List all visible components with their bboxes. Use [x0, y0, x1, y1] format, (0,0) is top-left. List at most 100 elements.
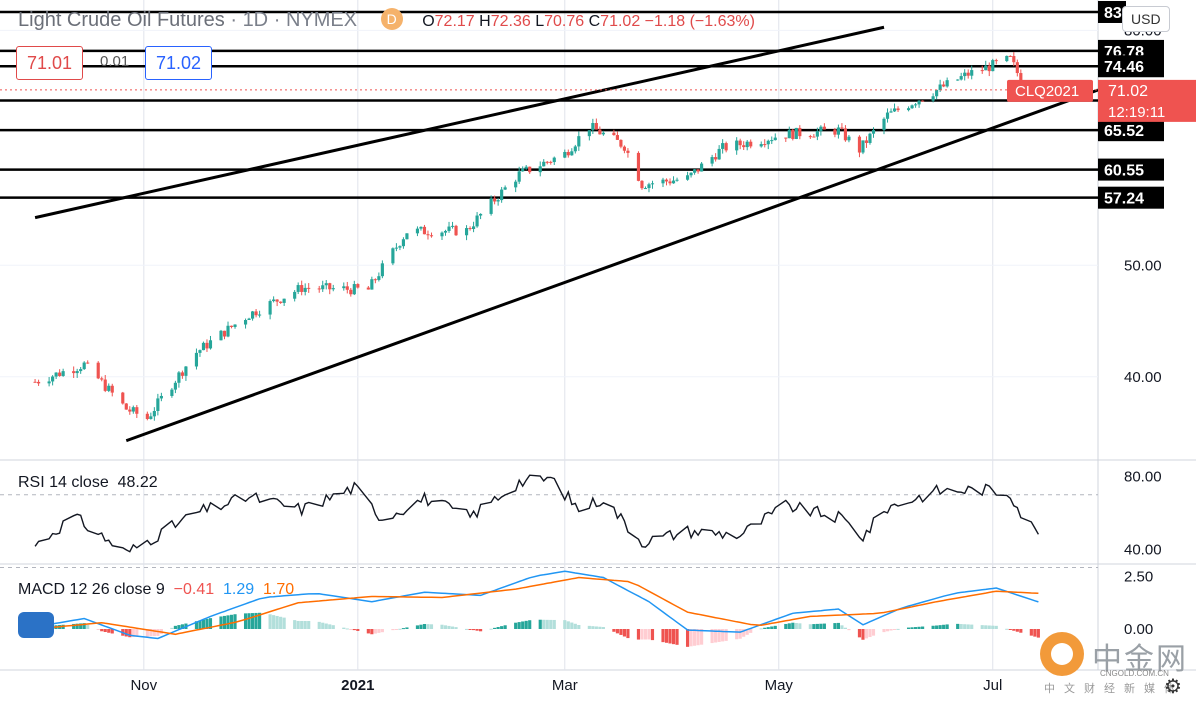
macd-histogram-bar: [994, 625, 998, 629]
candle-body: [429, 235, 434, 237]
macd-histogram-bar: [349, 629, 353, 630]
x-tick-label: May: [765, 677, 794, 694]
macd-histogram-bar: [693, 629, 697, 646]
x-tick-label: 2021: [341, 677, 374, 694]
macd-histogram-bar: [356, 629, 360, 631]
macd-histogram-bar: [107, 629, 111, 633]
macd-histogram-bar: [75, 623, 79, 629]
candle-body: [822, 126, 826, 130]
macd-histogram-bar: [636, 629, 641, 640]
candle-body: [843, 128, 848, 141]
candle-body: [598, 129, 602, 135]
macd-histogram-bar: [956, 623, 960, 629]
currency-button[interactable]: USD: [1122, 6, 1170, 32]
macd-histogram-bar: [528, 620, 532, 629]
macd-histogram-bar: [552, 619, 556, 629]
macd-histogram-bar: [685, 629, 690, 647]
candle-body: [636, 152, 641, 181]
candle-body: [956, 79, 960, 81]
macd-histogram-bar: [321, 622, 325, 629]
macd-histogram-bar: [517, 622, 521, 629]
candle-body: [208, 340, 213, 349]
bid-price[interactable]: 71.01: [16, 46, 84, 80]
candle-body: [864, 140, 869, 143]
candle-body: [401, 239, 405, 247]
macd-histogram-bar: [689, 629, 693, 647]
candle-body: [671, 180, 676, 184]
macd-histogram-bar: [745, 629, 749, 635]
macd-histogram-bar: [896, 628, 900, 630]
candle-body: [840, 127, 844, 129]
macd-histogram-bar: [598, 626, 602, 629]
low-value: 70.76: [544, 13, 585, 30]
candle-body: [496, 200, 500, 202]
candle-body: [293, 291, 297, 299]
ohlc-values: O72.17 H72.36 L70.76 C71.02 −1.18 (−1.63…: [422, 13, 755, 30]
candle-body: [868, 133, 872, 143]
candle-body: [391, 248, 395, 264]
candle-body: [847, 136, 851, 141]
candle-body: [47, 381, 51, 384]
macd-histogram-bar: [226, 615, 230, 629]
macd-histogram-bar: [587, 625, 591, 629]
candle-body: [493, 198, 497, 202]
candle-body: [377, 276, 381, 280]
candle-body: [714, 157, 718, 160]
candle-body: [405, 233, 409, 240]
macd-histogram-bar: [570, 622, 574, 629]
candle-body: [124, 403, 128, 410]
candle-body: [798, 127, 802, 137]
candle-body: [773, 137, 777, 141]
candle-body: [721, 143, 725, 149]
macd-histogram-bar: [254, 612, 258, 629]
header-separator-2: ·: [273, 9, 281, 31]
candle-body: [356, 284, 360, 288]
macd-histogram-bar: [766, 627, 770, 629]
macd-histogram-bar: [201, 619, 206, 629]
macd-histogram-bar: [170, 627, 174, 629]
candle-body: [201, 342, 206, 351]
candle-body: [96, 362, 100, 379]
symbol-label-bg: [1007, 79, 1093, 102]
ask-price[interactable]: 71.02: [145, 46, 213, 80]
watermark-subtitle: 中文财经新媒体: [1044, 683, 1184, 695]
macd-histogram-bar: [149, 629, 153, 637]
candle-body: [296, 285, 300, 292]
candle-body: [1008, 55, 1012, 57]
candle-body: [514, 181, 518, 188]
candle-body: [1012, 56, 1016, 63]
macd-histogram-bar: [1036, 629, 1040, 638]
delayed-badge[interactable]: D: [380, 8, 403, 30]
candle-body: [145, 413, 149, 419]
macd-histogram-bar: [812, 624, 816, 629]
macd-histogram-bar: [173, 625, 177, 629]
macd-histogram-bar: [700, 629, 704, 645]
candle-body: [871, 129, 876, 134]
candle-body: [366, 287, 370, 290]
candle-body: [935, 89, 939, 97]
macd-histogram-bar: [250, 613, 255, 629]
macd-histogram-bar: [914, 627, 918, 629]
macd-histogram-bar: [524, 620, 528, 629]
candle-body: [542, 161, 546, 167]
candle-body: [545, 161, 549, 163]
horizontal-level-label-bg: [1098, 119, 1164, 142]
macd-histogram-bar: [808, 624, 812, 629]
rsi-tick-label: 40.00: [1124, 541, 1162, 558]
macd-line: [34, 570, 1039, 640]
macd-histogram-bar: [373, 629, 377, 634]
interval-label[interactable]: 1D: [242, 9, 269, 31]
candle-body: [226, 325, 230, 337]
candle-body: [917, 100, 921, 105]
macd-histogram-bar: [300, 620, 304, 629]
macd-histogram-bar: [275, 615, 279, 629]
x-tick-label: Nov: [130, 677, 157, 694]
candle-body: [921, 100, 925, 102]
macd-histogram-bar: [970, 624, 974, 629]
candle-body: [742, 145, 746, 148]
macd-histogram-bar: [493, 627, 497, 629]
macd-histogram-bar: [471, 629, 476, 631]
gear-icon[interactable]: ⚙: [1164, 676, 1182, 698]
candle-body: [966, 72, 970, 76]
